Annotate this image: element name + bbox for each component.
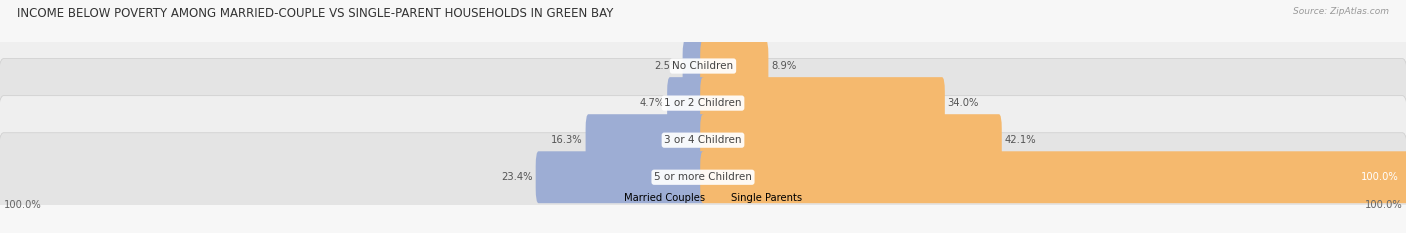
Text: 2.5%: 2.5% xyxy=(654,61,681,71)
FancyBboxPatch shape xyxy=(700,40,768,92)
Text: 3 or 4 Children: 3 or 4 Children xyxy=(664,135,742,145)
Text: 5 or more Children: 5 or more Children xyxy=(654,172,752,182)
Text: 100.0%: 100.0% xyxy=(3,200,41,210)
Text: 1 or 2 Children: 1 or 2 Children xyxy=(664,98,742,108)
FancyBboxPatch shape xyxy=(683,40,706,92)
Text: 4.7%: 4.7% xyxy=(640,98,665,108)
FancyBboxPatch shape xyxy=(536,151,706,203)
FancyBboxPatch shape xyxy=(586,114,706,166)
Text: 8.9%: 8.9% xyxy=(772,61,796,71)
Text: Source: ZipAtlas.com: Source: ZipAtlas.com xyxy=(1294,7,1389,16)
FancyBboxPatch shape xyxy=(0,96,1406,185)
Text: 100.0%: 100.0% xyxy=(1365,200,1403,210)
FancyBboxPatch shape xyxy=(668,77,706,129)
FancyBboxPatch shape xyxy=(0,59,1406,147)
FancyBboxPatch shape xyxy=(700,77,945,129)
Text: 16.3%: 16.3% xyxy=(551,135,583,145)
FancyBboxPatch shape xyxy=(700,114,1002,166)
Text: INCOME BELOW POVERTY AMONG MARRIED-COUPLE VS SINGLE-PARENT HOUSEHOLDS IN GREEN B: INCOME BELOW POVERTY AMONG MARRIED-COUPL… xyxy=(17,7,613,20)
Text: 34.0%: 34.0% xyxy=(948,98,979,108)
FancyBboxPatch shape xyxy=(0,22,1406,110)
Text: 42.1%: 42.1% xyxy=(1004,135,1036,145)
Legend: Married Couples, Single Parents: Married Couples, Single Parents xyxy=(603,193,803,203)
Text: 23.4%: 23.4% xyxy=(502,172,533,182)
Text: 100.0%: 100.0% xyxy=(1361,172,1399,182)
FancyBboxPatch shape xyxy=(0,133,1406,222)
FancyBboxPatch shape xyxy=(700,151,1406,203)
Text: No Children: No Children xyxy=(672,61,734,71)
